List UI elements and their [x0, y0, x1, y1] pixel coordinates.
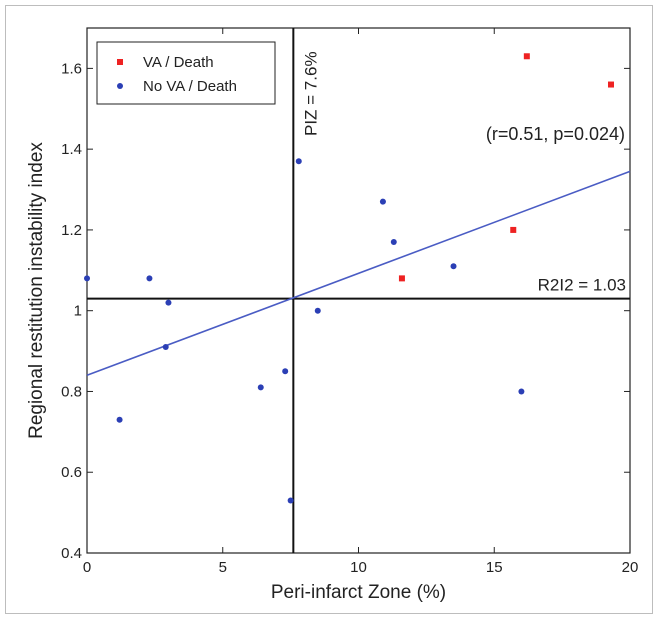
- x-tick-label: 20: [622, 559, 639, 576]
- no-va-death-point: [146, 275, 153, 282]
- va-death-point: [523, 53, 530, 60]
- y-tick-label: 1.2: [61, 222, 82, 239]
- legend-marker-no-va-death: [117, 83, 123, 89]
- no-va-death-point: [162, 344, 169, 351]
- no-va-death-point: [295, 158, 302, 165]
- x-tick-label: 5: [219, 559, 227, 576]
- no-va-death-point: [450, 263, 457, 270]
- y-tick-label: 1.6: [61, 60, 82, 77]
- y-tick-label: 1: [74, 303, 82, 320]
- data-points: [84, 53, 614, 504]
- y-axis-label: Regional restitution instability index: [26, 142, 47, 439]
- no-va-death-point: [84, 275, 90, 282]
- no-va-death-point: [257, 384, 264, 391]
- no-va-death-point: [287, 497, 294, 504]
- axis-ticks: 0 5 10 15 20 0.4 0.6 0.8 1 1.2 1.4 1.6: [61, 28, 638, 576]
- correlation-annotation: (r=0.51, p=0.024): [486, 124, 625, 144]
- no-va-death-point: [379, 198, 386, 205]
- y-tick-label: 1.4: [61, 141, 82, 158]
- no-va-death-point: [282, 368, 289, 375]
- no-va-death-point: [390, 239, 397, 246]
- x-tick-label: 0: [83, 559, 91, 576]
- piz-threshold-label: PIZ = 7.6%: [301, 51, 320, 136]
- legend-box: [96, 41, 276, 105]
- y-tick-label: 0.8: [61, 383, 82, 400]
- legend-marker-va-death: [117, 59, 123, 65]
- va-death-point: [607, 81, 614, 88]
- no-va-death-point: [165, 299, 172, 306]
- y-tick-label: 0.6: [61, 464, 82, 481]
- va-death-point: [510, 226, 517, 233]
- no-va-death-point: [314, 307, 321, 314]
- reference-lines: [87, 28, 630, 553]
- no-va-death-point: [116, 416, 123, 423]
- legend-label: No VA / Death: [143, 78, 237, 95]
- va-death-point: [398, 275, 405, 282]
- regression-line: [86, 170, 631, 377]
- no-va-death-point: [518, 388, 525, 395]
- x-axis-label: Peri-infarct Zone (%): [271, 582, 446, 603]
- legend: VA / Death No VA / Death: [96, 41, 276, 105]
- r2i2-threshold-label: R2I2 = 1.03: [538, 276, 626, 295]
- x-tick-label: 10: [350, 559, 367, 576]
- legend-label: VA / Death: [143, 54, 214, 71]
- x-tick-label: 15: [486, 559, 503, 576]
- y-tick-label: 0.4: [61, 545, 82, 562]
- plot-area: [86, 27, 631, 554]
